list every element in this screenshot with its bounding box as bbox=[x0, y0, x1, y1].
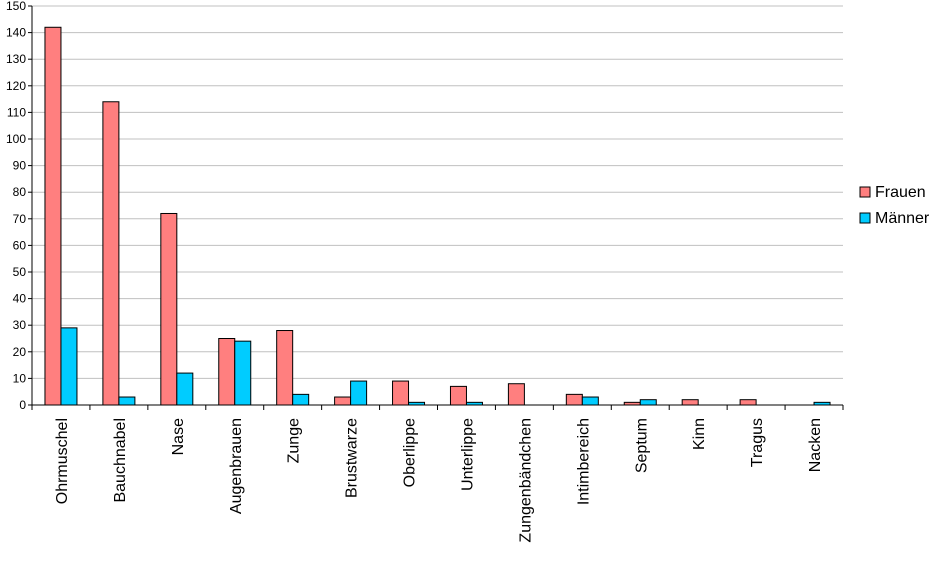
bar-männer bbox=[60, 327, 78, 406]
y-tick-label: 30 bbox=[13, 318, 27, 332]
category-label: Nase bbox=[170, 418, 187, 455]
bar-frauen bbox=[44, 26, 62, 406]
category-label: Brustwarze bbox=[344, 418, 361, 498]
y-tick-label: 110 bbox=[7, 105, 26, 119]
gridlines bbox=[32, 5, 843, 406]
category-label: Bauchnabel bbox=[112, 418, 129, 503]
y-tick-label: 140 bbox=[6, 26, 26, 40]
category-label: Intimbereich bbox=[575, 418, 592, 505]
legend-swatch-männer bbox=[859, 212, 871, 224]
bar-frauen bbox=[102, 101, 120, 406]
category-label: Tragus bbox=[749, 418, 766, 467]
legend: Frauen Männer bbox=[859, 184, 930, 227]
bar-männer bbox=[350, 380, 368, 406]
category-label: Kinn bbox=[691, 418, 708, 450]
bar-frauen bbox=[449, 385, 467, 406]
bar-frauen bbox=[507, 383, 525, 406]
y-tick-label: 120 bbox=[6, 79, 26, 93]
legend-swatch-frauen bbox=[859, 186, 871, 198]
y-tick-label: 40 bbox=[13, 292, 27, 306]
bar-männer bbox=[176, 372, 194, 406]
bar-frauen bbox=[160, 212, 178, 406]
category-label: Ohrmuschel bbox=[54, 418, 71, 504]
bar-männer bbox=[639, 399, 657, 406]
y-tick-label: 80 bbox=[13, 185, 27, 199]
y-tick-label: 130 bbox=[6, 52, 26, 66]
legend-label-frauen: Frauen bbox=[875, 184, 926, 201]
bar-männer bbox=[234, 340, 252, 406]
y-tick-label: 70 bbox=[13, 212, 27, 226]
category-label: Augenbrauen bbox=[228, 418, 245, 514]
x-axis: Ohrmuschel Bauchnabel Nase Augenbrauen Zunge… bbox=[31, 404, 844, 543]
y-axis: 0 10 20 30 40 50 60 70 80 90 100 110 120 130 140 150 bbox=[6, 0, 33, 412]
bars bbox=[44, 26, 831, 406]
y-tick-label: 90 bbox=[13, 159, 27, 173]
category-label: Unterlippe bbox=[459, 418, 476, 491]
bar-frauen bbox=[334, 396, 352, 406]
bar-männer bbox=[118, 396, 136, 406]
legend-label-männer: Männer bbox=[875, 210, 930, 227]
category-label: Zunge bbox=[286, 418, 303, 463]
y-tick-label: 10 bbox=[13, 371, 27, 385]
y-tick-label: 0 bbox=[19, 398, 26, 412]
bar-frauen bbox=[218, 338, 236, 406]
bar-frauen bbox=[739, 399, 757, 406]
y-tick-label: 100 bbox=[6, 132, 26, 146]
y-tick-label: 150 bbox=[6, 0, 26, 13]
category-label: Zungenbändchen bbox=[517, 418, 534, 543]
y-tick-label: 60 bbox=[13, 238, 27, 252]
bar-frauen bbox=[392, 380, 410, 406]
bar-frauen bbox=[565, 393, 583, 406]
bar-männer bbox=[292, 393, 310, 406]
bar-frauen bbox=[276, 330, 294, 406]
bar-frauen bbox=[681, 399, 699, 406]
bar-männer bbox=[581, 396, 599, 406]
category-label: Septum bbox=[633, 418, 650, 473]
y-tick-label: 50 bbox=[13, 265, 27, 279]
y-tick-label: 20 bbox=[13, 345, 27, 359]
category-label: Nacken bbox=[807, 418, 824, 472]
category-label: Oberlippe bbox=[402, 418, 419, 487]
